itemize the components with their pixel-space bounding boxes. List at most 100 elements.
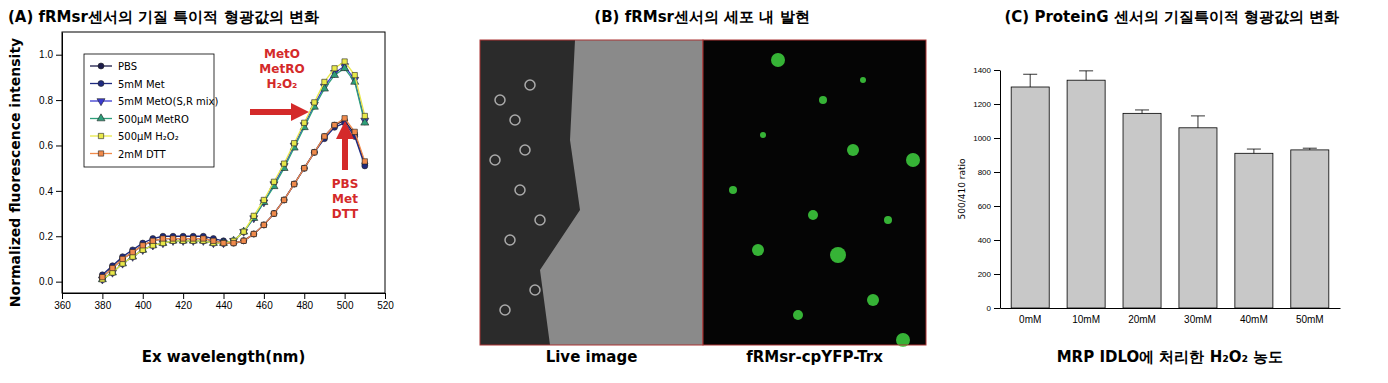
x-axis-tick: 360 [54, 293, 71, 311]
series-marker [190, 236, 196, 242]
y-axis-tick-label: 0.2 [39, 231, 53, 242]
series-marker [361, 118, 369, 125]
x-axis-tick: 30mM [1184, 308, 1212, 325]
x-axis-tick-mark [62, 293, 63, 299]
series-marker [149, 243, 157, 250]
series-marker [221, 240, 226, 245]
bar [1291, 150, 1329, 308]
x-axis-tick: 380 [95, 293, 112, 311]
x-axis-tick-mark [304, 293, 305, 299]
error-cap [1079, 70, 1093, 71]
cell [525, 80, 535, 90]
series-marker [99, 274, 105, 280]
series-marker [311, 149, 317, 155]
fluorescent-cell [906, 153, 920, 167]
y-axis-tick: 0.6 [39, 140, 62, 151]
x-axis-tick: 520 [377, 293, 394, 311]
y-axis-tick-label: 600 [978, 202, 992, 211]
series-marker [221, 240, 226, 245]
series-marker [219, 238, 227, 245]
bar [1011, 87, 1049, 308]
fluorescent-cell [847, 144, 859, 156]
legend-label: 500μM H₂O₂ [118, 131, 179, 142]
series-marker [120, 256, 126, 262]
series-marker [261, 222, 267, 228]
panel-title: (B) fRMsr센서의 세포 내 발현 [594, 8, 809, 26]
y-axis-tick: 1000 [973, 134, 1000, 143]
series-marker [251, 231, 256, 236]
series-marker [180, 236, 186, 242]
annotation: Met [332, 192, 358, 206]
series-marker [271, 179, 276, 184]
series-marker [150, 238, 155, 243]
annotation: H₂O₂ [267, 77, 298, 91]
x-axis-tick-label: 460 [256, 300, 273, 311]
series-marker [130, 250, 135, 255]
error-bar [1086, 71, 1087, 80]
x-axis-line [1001, 308, 1341, 309]
series-marker [281, 197, 287, 203]
fluorescent-cell [884, 216, 892, 224]
series-marker [271, 211, 276, 216]
y-axis-tick-label: 1000 [973, 134, 991, 143]
error-cap [1191, 115, 1205, 116]
series-line [102, 66, 364, 279]
x-axis-tick-label: 360 [54, 300, 71, 311]
y-axis-tick-mark [994, 240, 1000, 241]
y-axis-tick-mark [56, 282, 62, 283]
legend-swatch [98, 151, 103, 156]
legend-swatch [97, 114, 105, 121]
y-axis: 0200400600800100012001400 [973, 66, 1000, 313]
fluorescent-cell [830, 247, 846, 263]
cell [490, 155, 500, 165]
y-axis-tick-label: 1400 [973, 66, 991, 75]
series-marker [352, 129, 357, 134]
y-axis-tick-label: 0 [987, 304, 992, 313]
x-axis-tick-mark [385, 293, 386, 299]
legend-label: 5mM MetO(S,R mix) [118, 96, 218, 107]
y-axis-tick-label: 1200 [973, 100, 991, 109]
error-bar [1253, 149, 1254, 153]
series-marker [342, 116, 347, 121]
series-marker [130, 249, 136, 255]
cell [515, 185, 525, 195]
cell [495, 95, 505, 105]
y-axis-tick-mark [56, 100, 62, 101]
y-axis-tick-label: 400 [978, 236, 992, 245]
y-axis-tick-mark [994, 104, 1000, 105]
series-marker [241, 238, 246, 243]
cell-region [540, 40, 703, 345]
error-bar [1197, 116, 1198, 128]
error-cap [1303, 148, 1317, 149]
image-border [703, 40, 926, 345]
error-cap [1247, 149, 1261, 150]
series-marker [199, 236, 207, 243]
x-axis-tick-mark [345, 293, 346, 299]
series-marker [301, 165, 307, 171]
series-marker [231, 240, 236, 245]
y-axis-tick: 0.0 [39, 276, 62, 287]
x-axis-tick: 40mM [1240, 308, 1268, 325]
x-axis-tick-mark [264, 293, 265, 299]
series-marker [180, 236, 185, 241]
y-axis-tick-mark [994, 206, 1000, 207]
series-marker [352, 72, 357, 77]
fluorescent-cell [860, 77, 866, 83]
y-axis-tick-label: 0.8 [39, 95, 53, 106]
x-axis-tick-label: 440 [216, 300, 233, 311]
legend-swatch [98, 63, 104, 69]
series-marker [312, 100, 317, 105]
series-marker [109, 265, 115, 271]
x-axis-tick-mark [183, 293, 184, 299]
x-axis-tick: 500 [337, 293, 354, 311]
legend-swatch [98, 81, 104, 87]
series-marker [160, 236, 166, 242]
fluorescent-cell [752, 244, 764, 256]
live-image [480, 40, 703, 345]
fluorescent-cell [808, 210, 818, 220]
x-axis-tick: 10mM [1072, 308, 1100, 325]
y-axis-tick-label: 0.6 [39, 140, 53, 151]
series-marker [100, 274, 105, 279]
y-axis-tick: 600 [978, 202, 1000, 211]
bar [1235, 153, 1273, 308]
